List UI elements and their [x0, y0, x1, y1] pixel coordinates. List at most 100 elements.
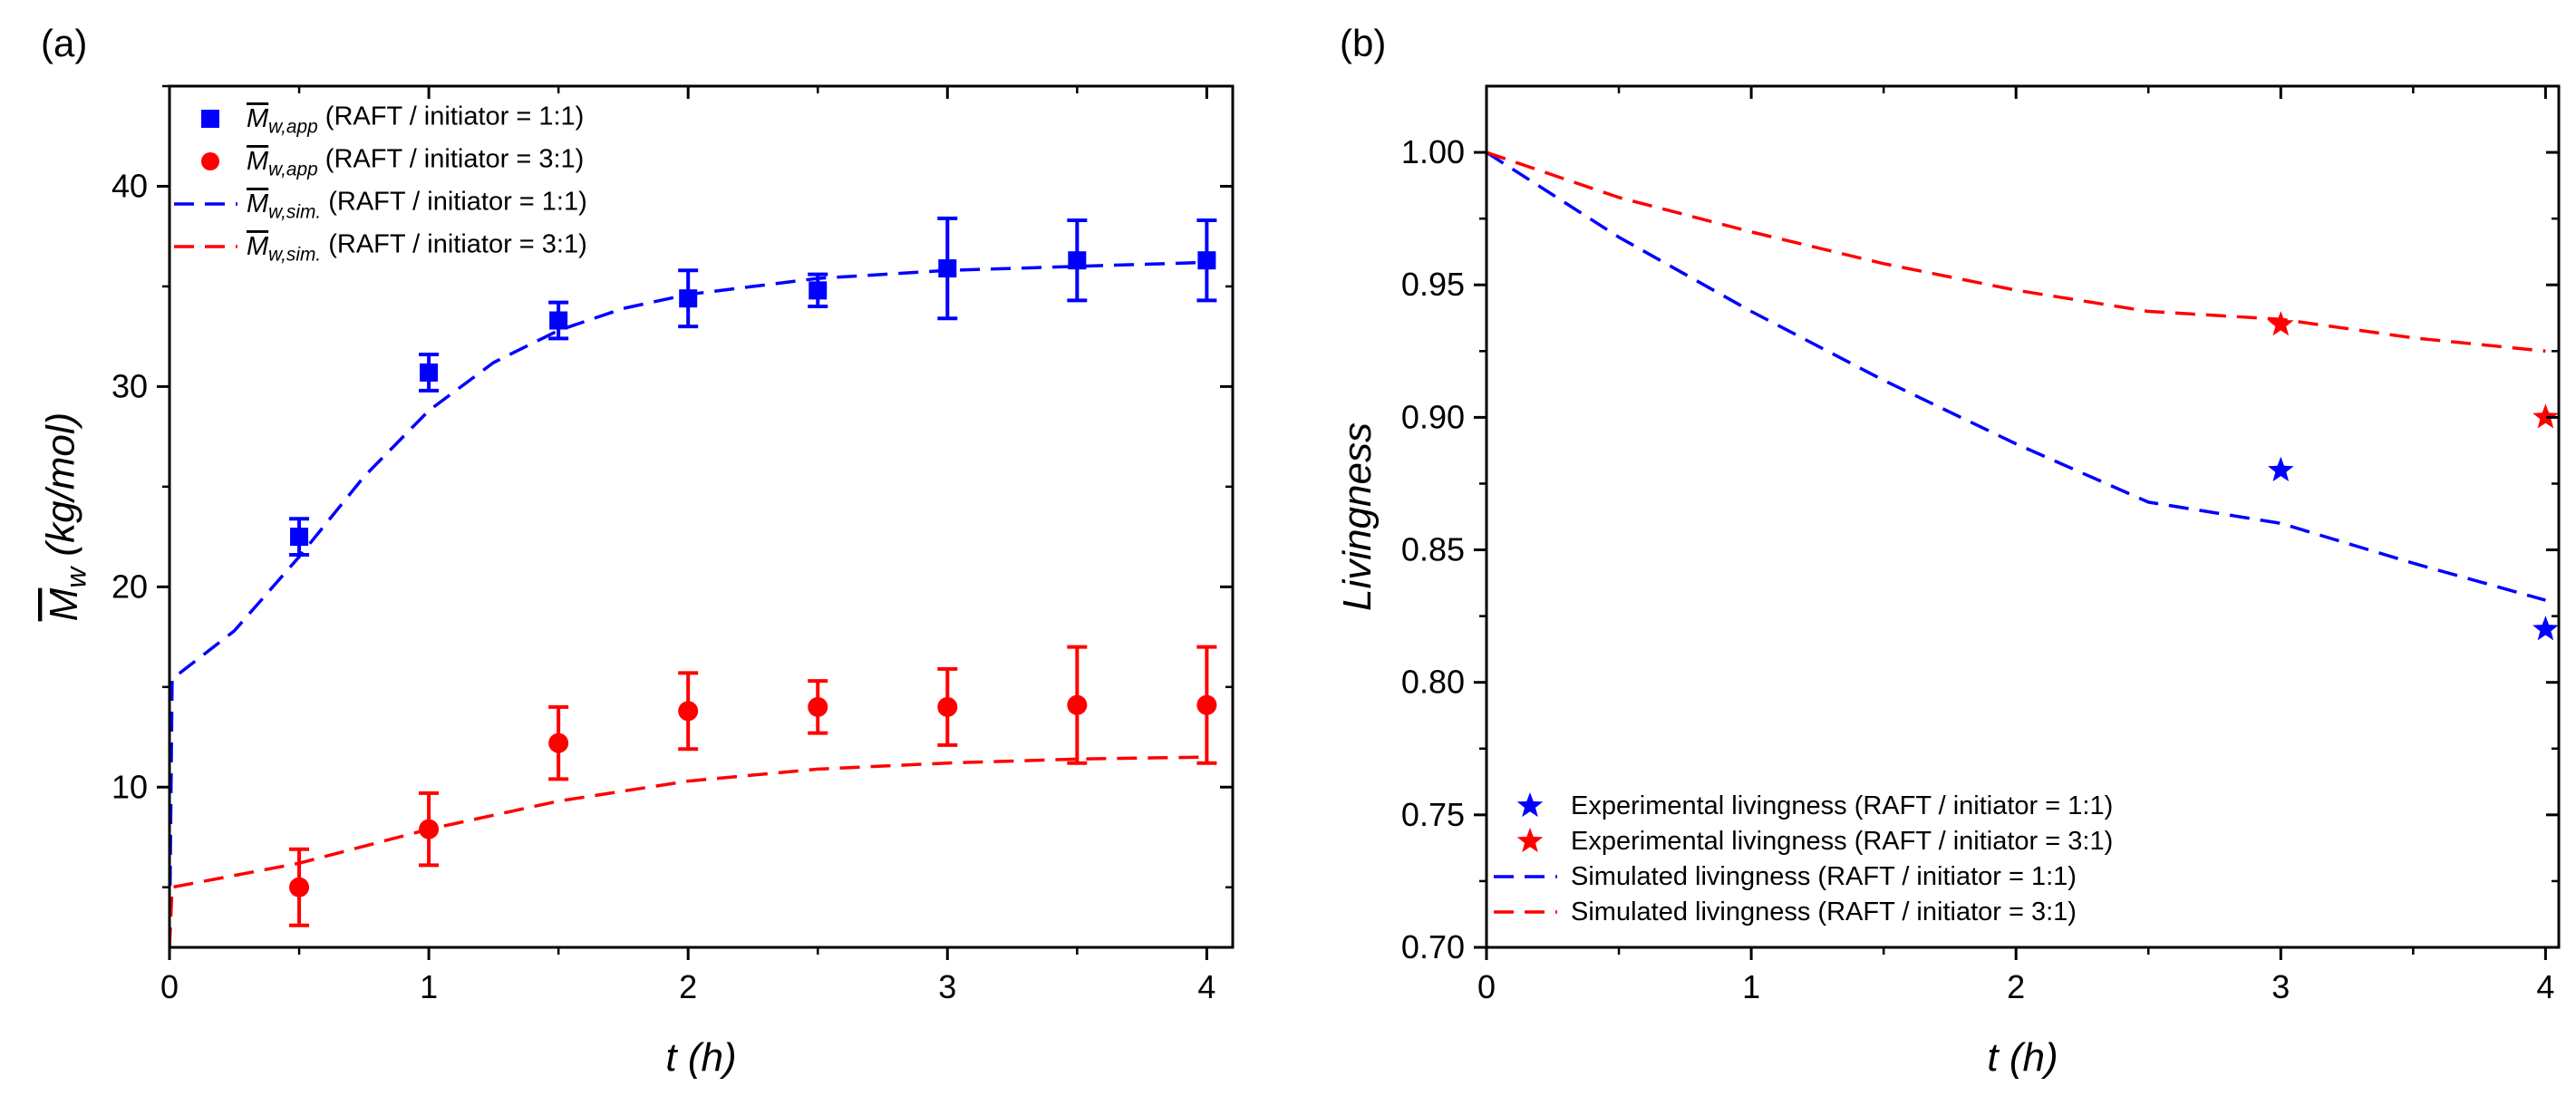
data-point [548, 732, 569, 753]
chart-panel-b: (b) 0 1 2 3 4 0.70 0.75 0.80 0.85 0.90 0.95 1.00 t (h… [1335, 22, 2561, 1080]
x-tick-label: 0 [160, 968, 179, 1005]
data-point [678, 701, 699, 722]
data-point [419, 819, 440, 839]
series-line-a-3 [169, 755, 1207, 947]
data-point [2268, 311, 2294, 336]
x-tick-label: 3 [938, 968, 956, 1005]
x-axis-a: 0 1 2 3 4 [160, 86, 1215, 1005]
x-axis-title-b: t (h) [1987, 1035, 2058, 1080]
data-point [2532, 403, 2559, 429]
plot-area-b [1487, 150, 2546, 602]
legend-label-text: (RAFT / initiator = 3:1) [321, 230, 587, 259]
y-axis-b: 0.70 0.75 0.80 0.85 0.90 0.95 1.00 [1401, 133, 2559, 965]
data-point [809, 281, 828, 300]
data-point [937, 696, 958, 717]
legend-label-subscript: w,sim. [268, 244, 321, 265]
x-tick-label: 0 [1477, 968, 1496, 1005]
x-tick-label: 2 [2007, 968, 2025, 1005]
legend-marker [201, 110, 219, 128]
y-tick-label: 1.00 [1401, 133, 1465, 170]
y-axis-a: 10 20 30 40 [111, 84, 1233, 888]
legend-a: Mw,app (RAFT / initiator = 1:1)Mw,app (R… [174, 102, 587, 266]
series-line-b-2 [1487, 150, 2546, 602]
data-point [1196, 694, 1217, 715]
data-point [1068, 251, 1087, 270]
data-point [1197, 251, 1216, 270]
panel-label-a: (a) [41, 22, 87, 64]
legend-label-text: (RAFT / initiator = 1:1) [321, 188, 587, 217]
data-point [2532, 616, 2559, 641]
y-axis-title-a: Mw (kg/mol) [38, 412, 92, 622]
y-axis-title-b-text: Livingness [1335, 422, 1380, 611]
y-axis-title-b: Livingness [1335, 422, 1380, 611]
data-point [290, 528, 309, 547]
x-tick-label: 4 [1197, 968, 1215, 1005]
data-point [808, 696, 828, 717]
data-point [549, 311, 568, 330]
x-tick-label: 3 [2271, 968, 2290, 1005]
legend-label-subscript: w,app [268, 159, 318, 179]
legend-label-symbol: M [247, 232, 269, 261]
legend-label-symbol: M [247, 189, 269, 218]
data-point [289, 877, 310, 897]
legend-label: Mw,sim. (RAFT / initiator = 1:1) [247, 188, 587, 223]
data-point [420, 363, 439, 382]
plot-frame-b [1485, 84, 2561, 949]
x-axis-b: 0 1 2 3 4 [1477, 86, 2554, 1005]
x-axis-title-a: t (h) [665, 1035, 736, 1080]
legend-label: Mw,app (RAFT / initiator = 3:1) [247, 145, 584, 180]
series-points-b-0 [2268, 456, 2559, 641]
legend-label-symbol: M [247, 147, 269, 176]
legend-label-symbol: M [247, 104, 269, 133]
plot-area-a [169, 260, 1207, 947]
legend-label-text: Experimental livingness (RAFT / initiato… [1571, 791, 2113, 820]
legend-marker [201, 152, 219, 170]
legend-label: Experimental livingness (RAFT / initiato… [1571, 791, 2113, 820]
legend-label-text: (RAFT / initiator = 3:1) [318, 145, 585, 174]
y-tick-label: 10 [111, 768, 148, 805]
y-axis-title-a-subscript: w [60, 566, 92, 588]
legend-label-text: Experimental livingness (RAFT / initiato… [1571, 827, 2113, 856]
legend-label-text: (RAFT / initiator = 1:1) [318, 102, 585, 131]
y-tick-label: 0.80 [1401, 664, 1465, 701]
series-line-a-2 [169, 260, 1207, 947]
legend-label-text: Simulated livingness (RAFT / initiator =… [1571, 862, 2077, 891]
x-tick-label: 1 [1742, 968, 1760, 1005]
legend-label-text: Simulated livingness (RAFT / initiator =… [1571, 897, 2077, 927]
y-tick-label: 30 [111, 367, 148, 404]
legend-marker [1516, 828, 1544, 853]
legend-label: Mw,app (RAFT / initiator = 1:1) [247, 102, 584, 138]
y-tick-label: 0.75 [1401, 796, 1465, 833]
x-tick-label: 2 [679, 968, 697, 1005]
x-tick-label: 1 [420, 968, 438, 1005]
y-axis-title-a-text: (kg/mol) [38, 412, 82, 568]
legend-label: Mw,sim. (RAFT / initiator = 3:1) [247, 230, 587, 266]
y-tick-label: 0.85 [1401, 531, 1465, 568]
series-line-b-3 [1487, 150, 2546, 354]
x-tick-label: 4 [2536, 968, 2554, 1005]
y-tick-label: 20 [111, 568, 148, 605]
y-axis-title-a-symbol: M [42, 587, 86, 621]
legend-label: Simulated livingness (RAFT / initiator =… [1571, 897, 2077, 927]
plot-frame-a [168, 84, 1235, 949]
legend-label: Experimental livingness (RAFT / initiato… [1571, 827, 2113, 856]
series-points-a-0 [289, 216, 1217, 557]
y-tick-label: 0.70 [1401, 928, 1465, 965]
series-points-b-1 [2268, 311, 2559, 429]
legend-label-subscript: w,app [268, 116, 318, 137]
data-point [679, 289, 698, 308]
y-tick-label: 0.90 [1401, 398, 1465, 435]
legend-label-subscript: w,sim. [268, 201, 321, 222]
panel-label-b: (b) [1340, 22, 1386, 64]
data-point [938, 259, 957, 278]
data-point [2268, 456, 2294, 481]
legend-marker [1516, 792, 1544, 818]
legend-b: Experimental livingness (RAFT / initiato… [1494, 791, 2113, 927]
data-point [1067, 694, 1088, 715]
y-tick-label: 0.95 [1401, 266, 1465, 303]
legend-label: Simulated livingness (RAFT / initiator =… [1571, 862, 2077, 891]
y-tick-label: 40 [111, 167, 148, 204]
series-points-a-1 [289, 645, 1217, 927]
